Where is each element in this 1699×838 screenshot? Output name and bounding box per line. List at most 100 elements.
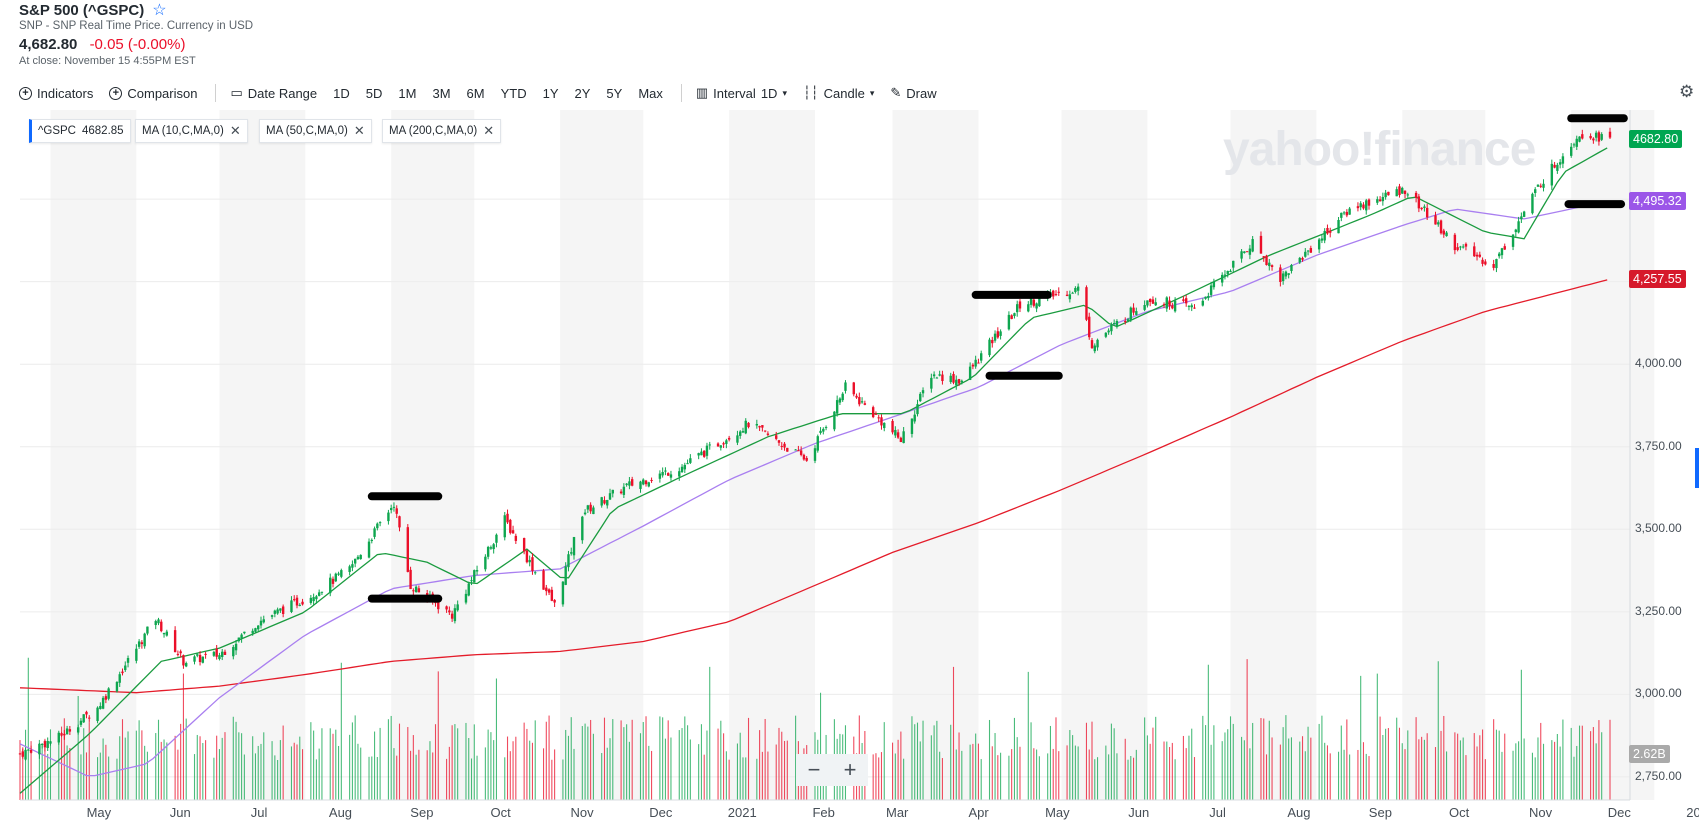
candle-body (991, 339, 994, 344)
legend-ma200-chip[interactable]: MA (200,C,MA,0) ✕ (382, 119, 502, 143)
candle-body (564, 566, 567, 585)
candle-body (899, 437, 903, 443)
candle-body (619, 491, 623, 494)
candle-body (572, 537, 576, 556)
candle-body (1478, 254, 1482, 257)
candle-body (290, 600, 293, 613)
close-icon[interactable]: ✕ (483, 123, 495, 138)
y-tick-label: 4,000.00 (1635, 356, 1682, 371)
candle-body (1207, 295, 1210, 299)
candle-body (179, 651, 182, 654)
candle-body (1110, 325, 1113, 332)
candle-body (1148, 298, 1152, 303)
candle-body (126, 658, 130, 663)
legend-symbol-chip[interactable]: ^GSPC 4682.85 (29, 119, 131, 143)
quote-header: S&P 500 (^GSPC) ☆ SNP - SNP Real Time Pr… (19, 0, 253, 67)
candle-body (104, 696, 108, 700)
y-tick-label: 2,750.00 (1635, 768, 1682, 783)
range-2y[interactable]: 2Y (574, 85, 591, 101)
candle-body (1071, 292, 1074, 294)
candle-body (547, 589, 551, 593)
candle-body (1323, 230, 1326, 241)
candle-body (243, 631, 246, 634)
zoom-out-button[interactable]: − (796, 754, 832, 786)
range-1d[interactable]: 1D (333, 85, 350, 101)
candle-body (1204, 296, 1207, 299)
candle-body (1473, 246, 1476, 257)
zoom-in-button[interactable]: + (832, 754, 868, 786)
candle-body (1220, 274, 1224, 283)
candle-body (259, 620, 263, 626)
x-tick-label: Oct (490, 805, 511, 820)
candle-body (1171, 305, 1174, 309)
date-range-button[interactable]: ▭ Date Range (230, 85, 317, 101)
gear-icon[interactable]: ⚙ (1679, 82, 1695, 101)
comparison-button[interactable]: + Comparison (109, 86, 197, 101)
comparison-label: Comparison (127, 85, 198, 101)
candle-body (212, 651, 216, 656)
candle-body (1348, 208, 1351, 215)
candle-body (124, 665, 127, 671)
draw-button[interactable]: ✎ Draw (890, 85, 936, 101)
candlestick-chart[interactable] (0, 100, 1699, 838)
candle-body (611, 489, 614, 494)
interval-dropdown[interactable]: ▥ Interval 1D ▾ (696, 85, 787, 101)
candle-body (877, 417, 880, 419)
range-5d[interactable]: 5D (365, 85, 383, 101)
candle-body (622, 486, 626, 495)
candle-body (1439, 220, 1443, 234)
candle-body (406, 527, 410, 572)
candle-body (1326, 227, 1329, 234)
candle-body (545, 587, 548, 592)
candle-body (146, 626, 149, 634)
range-6m[interactable]: 6M (466, 85, 485, 101)
candle-body (173, 630, 177, 653)
legend-ma50-chip[interactable]: MA (50,C,MA,0) ✕ (259, 119, 372, 143)
candle-body (1027, 304, 1030, 312)
star-icon[interactable]: ☆ (152, 1, 167, 19)
candle-body (777, 440, 781, 443)
candle-body (755, 423, 759, 426)
candle-body (1345, 211, 1349, 216)
legend-ma10-chip[interactable]: MA (10,C,MA,0) ✕ (135, 119, 248, 143)
range-max[interactable]: Max (638, 85, 663, 101)
side-panel-tab[interactable] (1695, 448, 1699, 488)
price-badge: 4682.80 (1629, 129, 1683, 148)
candle-body (254, 628, 257, 632)
range-3m[interactable]: 3M (432, 85, 451, 101)
candle-body (1143, 305, 1146, 310)
range-5y[interactable]: 5Y (606, 85, 623, 101)
ma200-path (19, 279, 1608, 694)
candle-body (727, 437, 731, 440)
y-tick-label: 3,250.00 (1635, 603, 1682, 618)
candle-body (1184, 298, 1188, 304)
candle-body (1542, 183, 1545, 188)
indicators-button[interactable]: + Indicators (19, 86, 93, 101)
candle-body (1514, 229, 1518, 233)
range-ytd[interactable]: YTD (500, 85, 527, 101)
candle-body (581, 516, 584, 541)
chart-type-dropdown[interactable]: ┆┆ Candle ▾ (803, 85, 874, 101)
candle-body (257, 625, 260, 630)
candle-body (1154, 302, 1157, 306)
candle-body (1093, 345, 1096, 352)
candle-body (1531, 193, 1534, 214)
candle-body (661, 472, 664, 476)
candle-body (1461, 246, 1465, 248)
candle-body (1151, 299, 1155, 304)
ma10-path (19, 147, 1608, 794)
close-icon[interactable]: ✕ (353, 123, 365, 138)
range-1m[interactable]: 1M (398, 85, 417, 101)
candle-body (1016, 304, 1019, 313)
candle-body (1018, 301, 1022, 309)
candle-body (686, 463, 689, 465)
candle-body (456, 604, 459, 611)
candle-body (503, 515, 506, 538)
x-tick-label: Dec (649, 805, 673, 820)
candle-body (586, 505, 590, 510)
range-1y[interactable]: 1Y (542, 85, 559, 101)
candle-body (1495, 259, 1498, 269)
candle-body (1578, 136, 1581, 142)
x-tick-label: Aug (328, 805, 353, 820)
close-icon[interactable]: ✕ (229, 123, 241, 138)
